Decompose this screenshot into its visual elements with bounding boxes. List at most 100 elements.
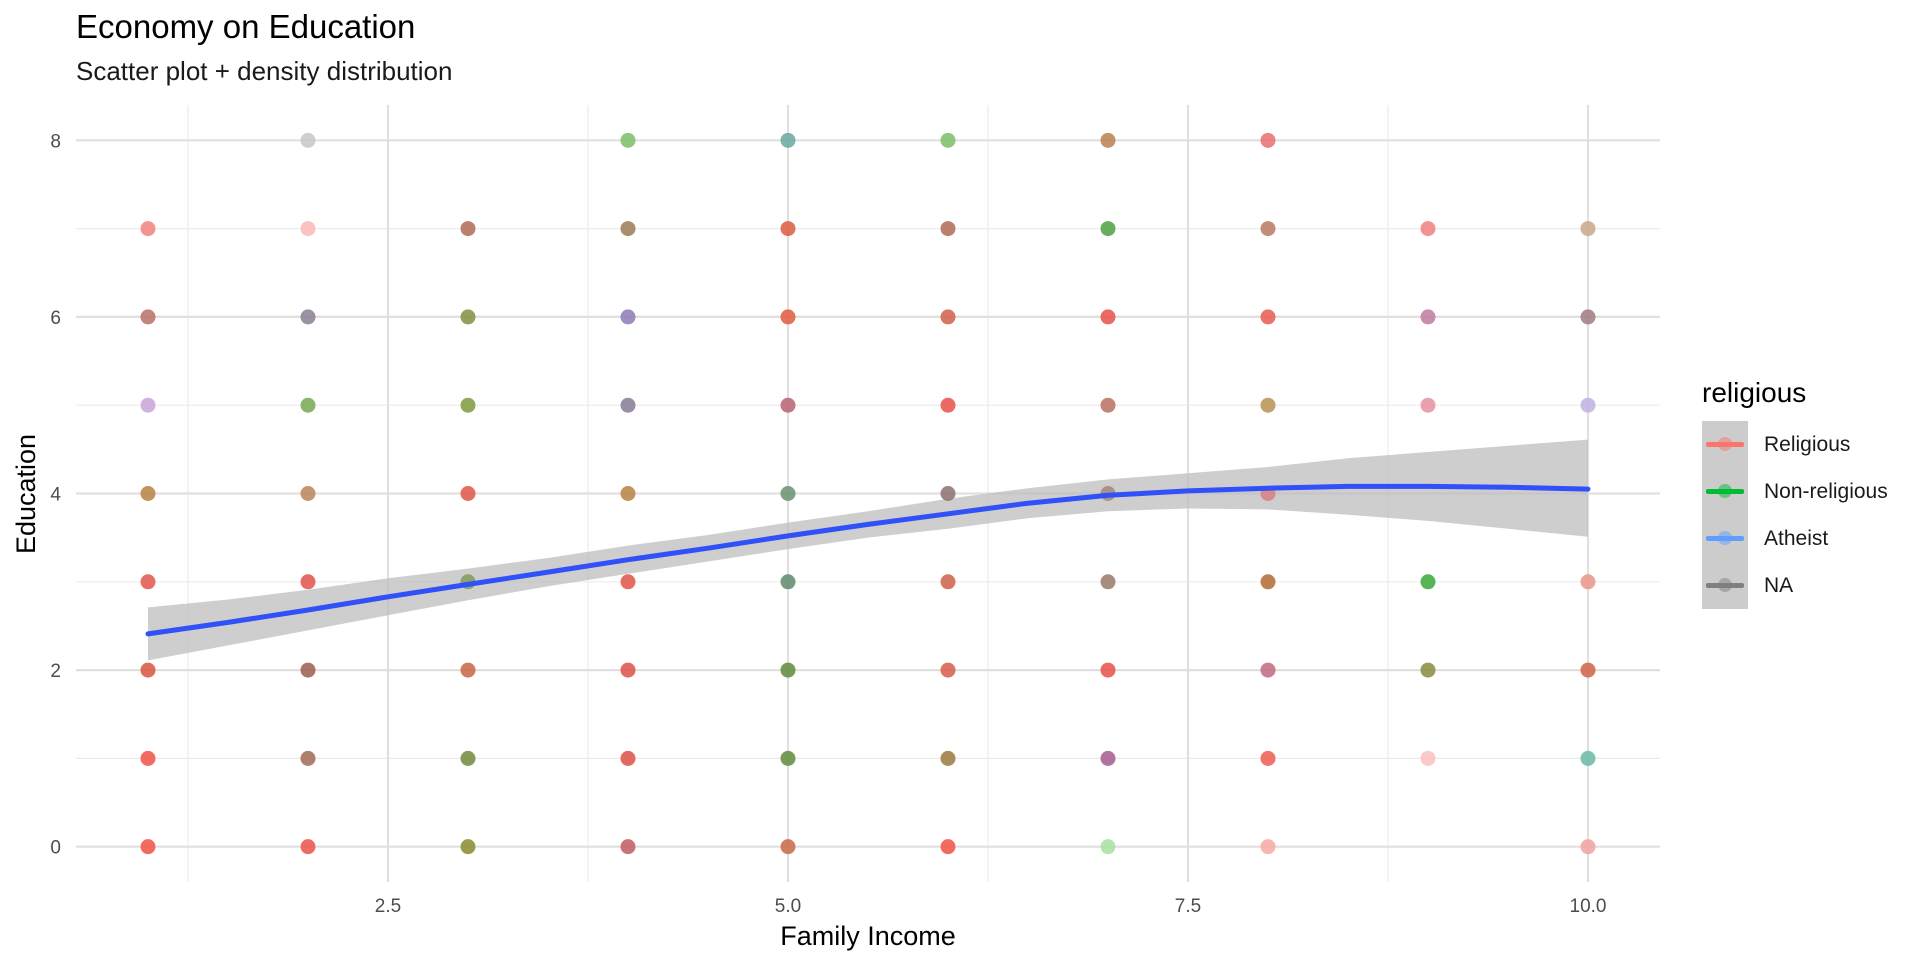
data-point	[940, 662, 956, 678]
data-point	[1260, 839, 1276, 855]
x-tick-label: 7.5	[1175, 896, 1201, 917]
data-point	[140, 309, 156, 325]
y-tick-label: 8	[50, 131, 61, 152]
data-point	[1580, 309, 1596, 325]
data-point	[1100, 397, 1116, 413]
data-point	[140, 839, 156, 855]
data-point	[1420, 309, 1436, 325]
data-point	[620, 750, 636, 766]
data-point	[460, 662, 476, 678]
data-point	[1420, 662, 1436, 678]
y-tick-label: 4	[50, 485, 61, 506]
legend-item-na: NA	[1702, 562, 1888, 609]
data-point	[620, 486, 636, 501]
data-point	[1260, 574, 1276, 590]
data-point	[620, 574, 636, 590]
data-point	[1420, 750, 1436, 766]
data-point	[780, 574, 796, 590]
data-point	[460, 397, 476, 413]
legend-key-non-religious	[1702, 468, 1748, 515]
data-point	[140, 662, 156, 678]
data-point	[300, 486, 316, 501]
data-point	[300, 574, 316, 590]
smooth-line-layer	[145, 483, 1591, 637]
data-point	[1100, 221, 1116, 237]
x-axis-title: Family Income	[780, 921, 956, 951]
data-point	[1260, 132, 1276, 148]
data-point	[460, 309, 476, 325]
data-point	[1580, 221, 1596, 237]
data-point	[780, 221, 796, 237]
legend-point	[1718, 531, 1732, 545]
data-point	[940, 574, 956, 590]
data-point	[300, 750, 316, 766]
data-point	[620, 132, 636, 148]
data-point	[1580, 839, 1596, 855]
data-point	[780, 309, 796, 325]
data-point	[620, 662, 636, 678]
data-point	[140, 486, 156, 501]
data-point	[1100, 574, 1116, 590]
confidence-ribbon-layer	[148, 439, 1588, 661]
smooth-fit-line	[145, 483, 1591, 637]
points-layer	[140, 132, 1596, 855]
data-point	[300, 397, 316, 413]
data-point	[1260, 750, 1276, 766]
data-point	[1100, 309, 1116, 325]
x-tick-label: 2.5	[375, 896, 401, 917]
data-point	[620, 221, 636, 237]
data-point	[940, 839, 956, 855]
data-point	[780, 486, 796, 501]
data-point	[460, 486, 476, 501]
data-point	[780, 839, 796, 855]
y-tick-label: 0	[50, 838, 61, 859]
legend-point	[1718, 578, 1732, 592]
legend-point	[1718, 484, 1732, 498]
data-point	[620, 397, 636, 413]
minor-gridlines	[76, 105, 1660, 882]
chart-subtitle: Scatter plot + density distribution	[76, 56, 453, 86]
data-point	[300, 662, 316, 678]
data-point	[1100, 132, 1116, 148]
data-point	[1580, 574, 1596, 590]
data-point	[1580, 397, 1596, 413]
data-point	[940, 221, 956, 237]
data-point	[140, 574, 156, 590]
data-point	[140, 750, 156, 766]
data-point	[940, 486, 956, 501]
data-point	[1100, 750, 1116, 766]
legend: religious Religious Non-religious Atheis…	[1702, 377, 1888, 609]
legend-key-religious	[1702, 421, 1748, 468]
tick-labels-layer: 2.5 5.0 7.5 10.0 0 2 4 6 8	[50, 131, 1606, 917]
data-point	[940, 750, 956, 766]
data-point	[780, 397, 796, 413]
legend-label-non-religious: Non-religious	[1764, 479, 1888, 503]
x-tick-label: 5.0	[775, 896, 801, 917]
data-point	[1260, 397, 1276, 413]
data-point	[620, 839, 636, 855]
data-point	[460, 750, 476, 766]
y-tick-label: 6	[50, 308, 61, 329]
legend-label-na: NA	[1764, 573, 1794, 597]
legend-label-religious: Religious	[1764, 432, 1851, 456]
data-point	[1420, 397, 1436, 413]
data-point	[300, 839, 316, 855]
legend-point	[1718, 437, 1732, 451]
legend-key-na	[1702, 562, 1748, 609]
legend-item-atheist: Atheist	[1702, 515, 1888, 562]
legend-item-non-religious: Non-religious	[1702, 468, 1888, 515]
x-tick-label: 10.0	[1570, 896, 1607, 917]
data-point	[1260, 221, 1276, 237]
data-point	[1260, 309, 1276, 325]
data-point	[1580, 750, 1596, 766]
data-point	[1100, 662, 1116, 678]
data-point	[140, 221, 156, 237]
data-point	[300, 309, 316, 325]
data-point	[300, 221, 316, 237]
data-point	[1100, 839, 1116, 855]
legend-key-atheist	[1702, 515, 1748, 562]
legend-title: religious	[1702, 377, 1807, 408]
data-point	[780, 750, 796, 766]
